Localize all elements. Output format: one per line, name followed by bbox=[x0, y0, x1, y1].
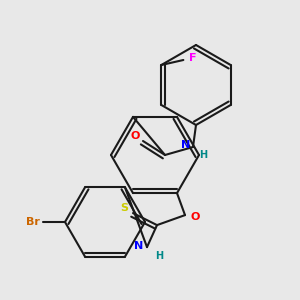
Text: O: O bbox=[190, 212, 200, 222]
Text: H: H bbox=[199, 150, 207, 160]
Text: Br: Br bbox=[26, 217, 40, 227]
Text: O: O bbox=[130, 131, 140, 141]
Text: F: F bbox=[189, 53, 196, 63]
Text: H: H bbox=[155, 251, 163, 261]
Text: N: N bbox=[182, 140, 190, 150]
Text: S: S bbox=[120, 203, 128, 213]
Text: N: N bbox=[134, 241, 144, 251]
